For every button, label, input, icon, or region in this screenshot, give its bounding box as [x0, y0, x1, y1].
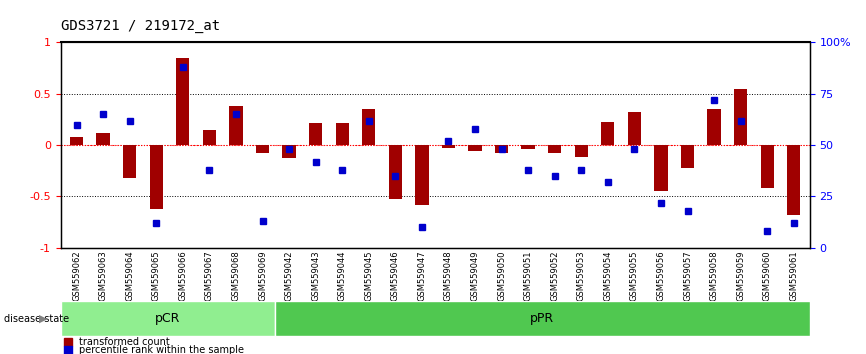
Bar: [389, 145, 402, 199]
Text: GDS3721 / 219172_at: GDS3721 / 219172_at: [61, 19, 220, 33]
Bar: [255, 145, 269, 153]
Bar: [150, 145, 163, 209]
Bar: [628, 112, 641, 145]
Text: percentile rank within the sample: percentile rank within the sample: [80, 346, 244, 354]
Bar: [575, 145, 588, 158]
FancyBboxPatch shape: [61, 301, 275, 336]
Bar: [203, 130, 216, 145]
Bar: [282, 145, 295, 159]
Bar: [681, 145, 695, 168]
Bar: [655, 145, 668, 191]
Text: transformed count: transformed count: [80, 337, 170, 347]
Text: pPR: pPR: [530, 312, 554, 325]
Bar: [229, 106, 242, 145]
Bar: [362, 109, 375, 145]
Bar: [442, 145, 456, 148]
Bar: [96, 133, 110, 145]
Bar: [734, 88, 747, 145]
FancyBboxPatch shape: [275, 301, 810, 336]
Bar: [70, 137, 83, 145]
Bar: [521, 145, 535, 149]
Bar: [176, 58, 190, 145]
Bar: [495, 145, 508, 153]
Bar: [708, 109, 721, 145]
Bar: [548, 145, 561, 153]
Bar: [335, 122, 349, 145]
Bar: [760, 145, 774, 188]
Bar: [469, 145, 481, 151]
Text: disease state: disease state: [4, 314, 69, 324]
Text: pCR: pCR: [155, 312, 180, 325]
Bar: [123, 145, 136, 178]
Bar: [415, 145, 429, 205]
Bar: [309, 122, 322, 145]
Bar: [601, 121, 615, 145]
Bar: [787, 145, 800, 215]
Text: ▶: ▶: [39, 314, 48, 324]
